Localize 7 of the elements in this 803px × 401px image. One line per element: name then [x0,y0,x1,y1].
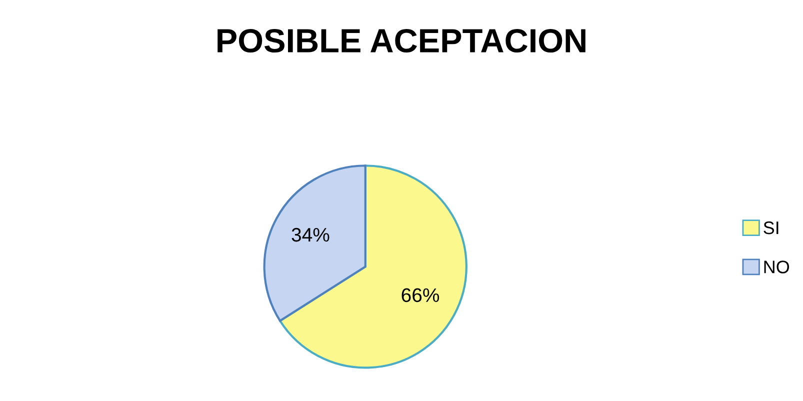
pie-slice [263,164,366,322]
legend-label: SI [764,221,778,234]
chart-title: POSIBLE ACEPTACION [218,28,586,53]
legend-label: NO [764,260,790,274]
data-label: 66% [402,288,440,302]
data-label: 34% [292,228,330,242]
pie-slice [279,164,468,369]
